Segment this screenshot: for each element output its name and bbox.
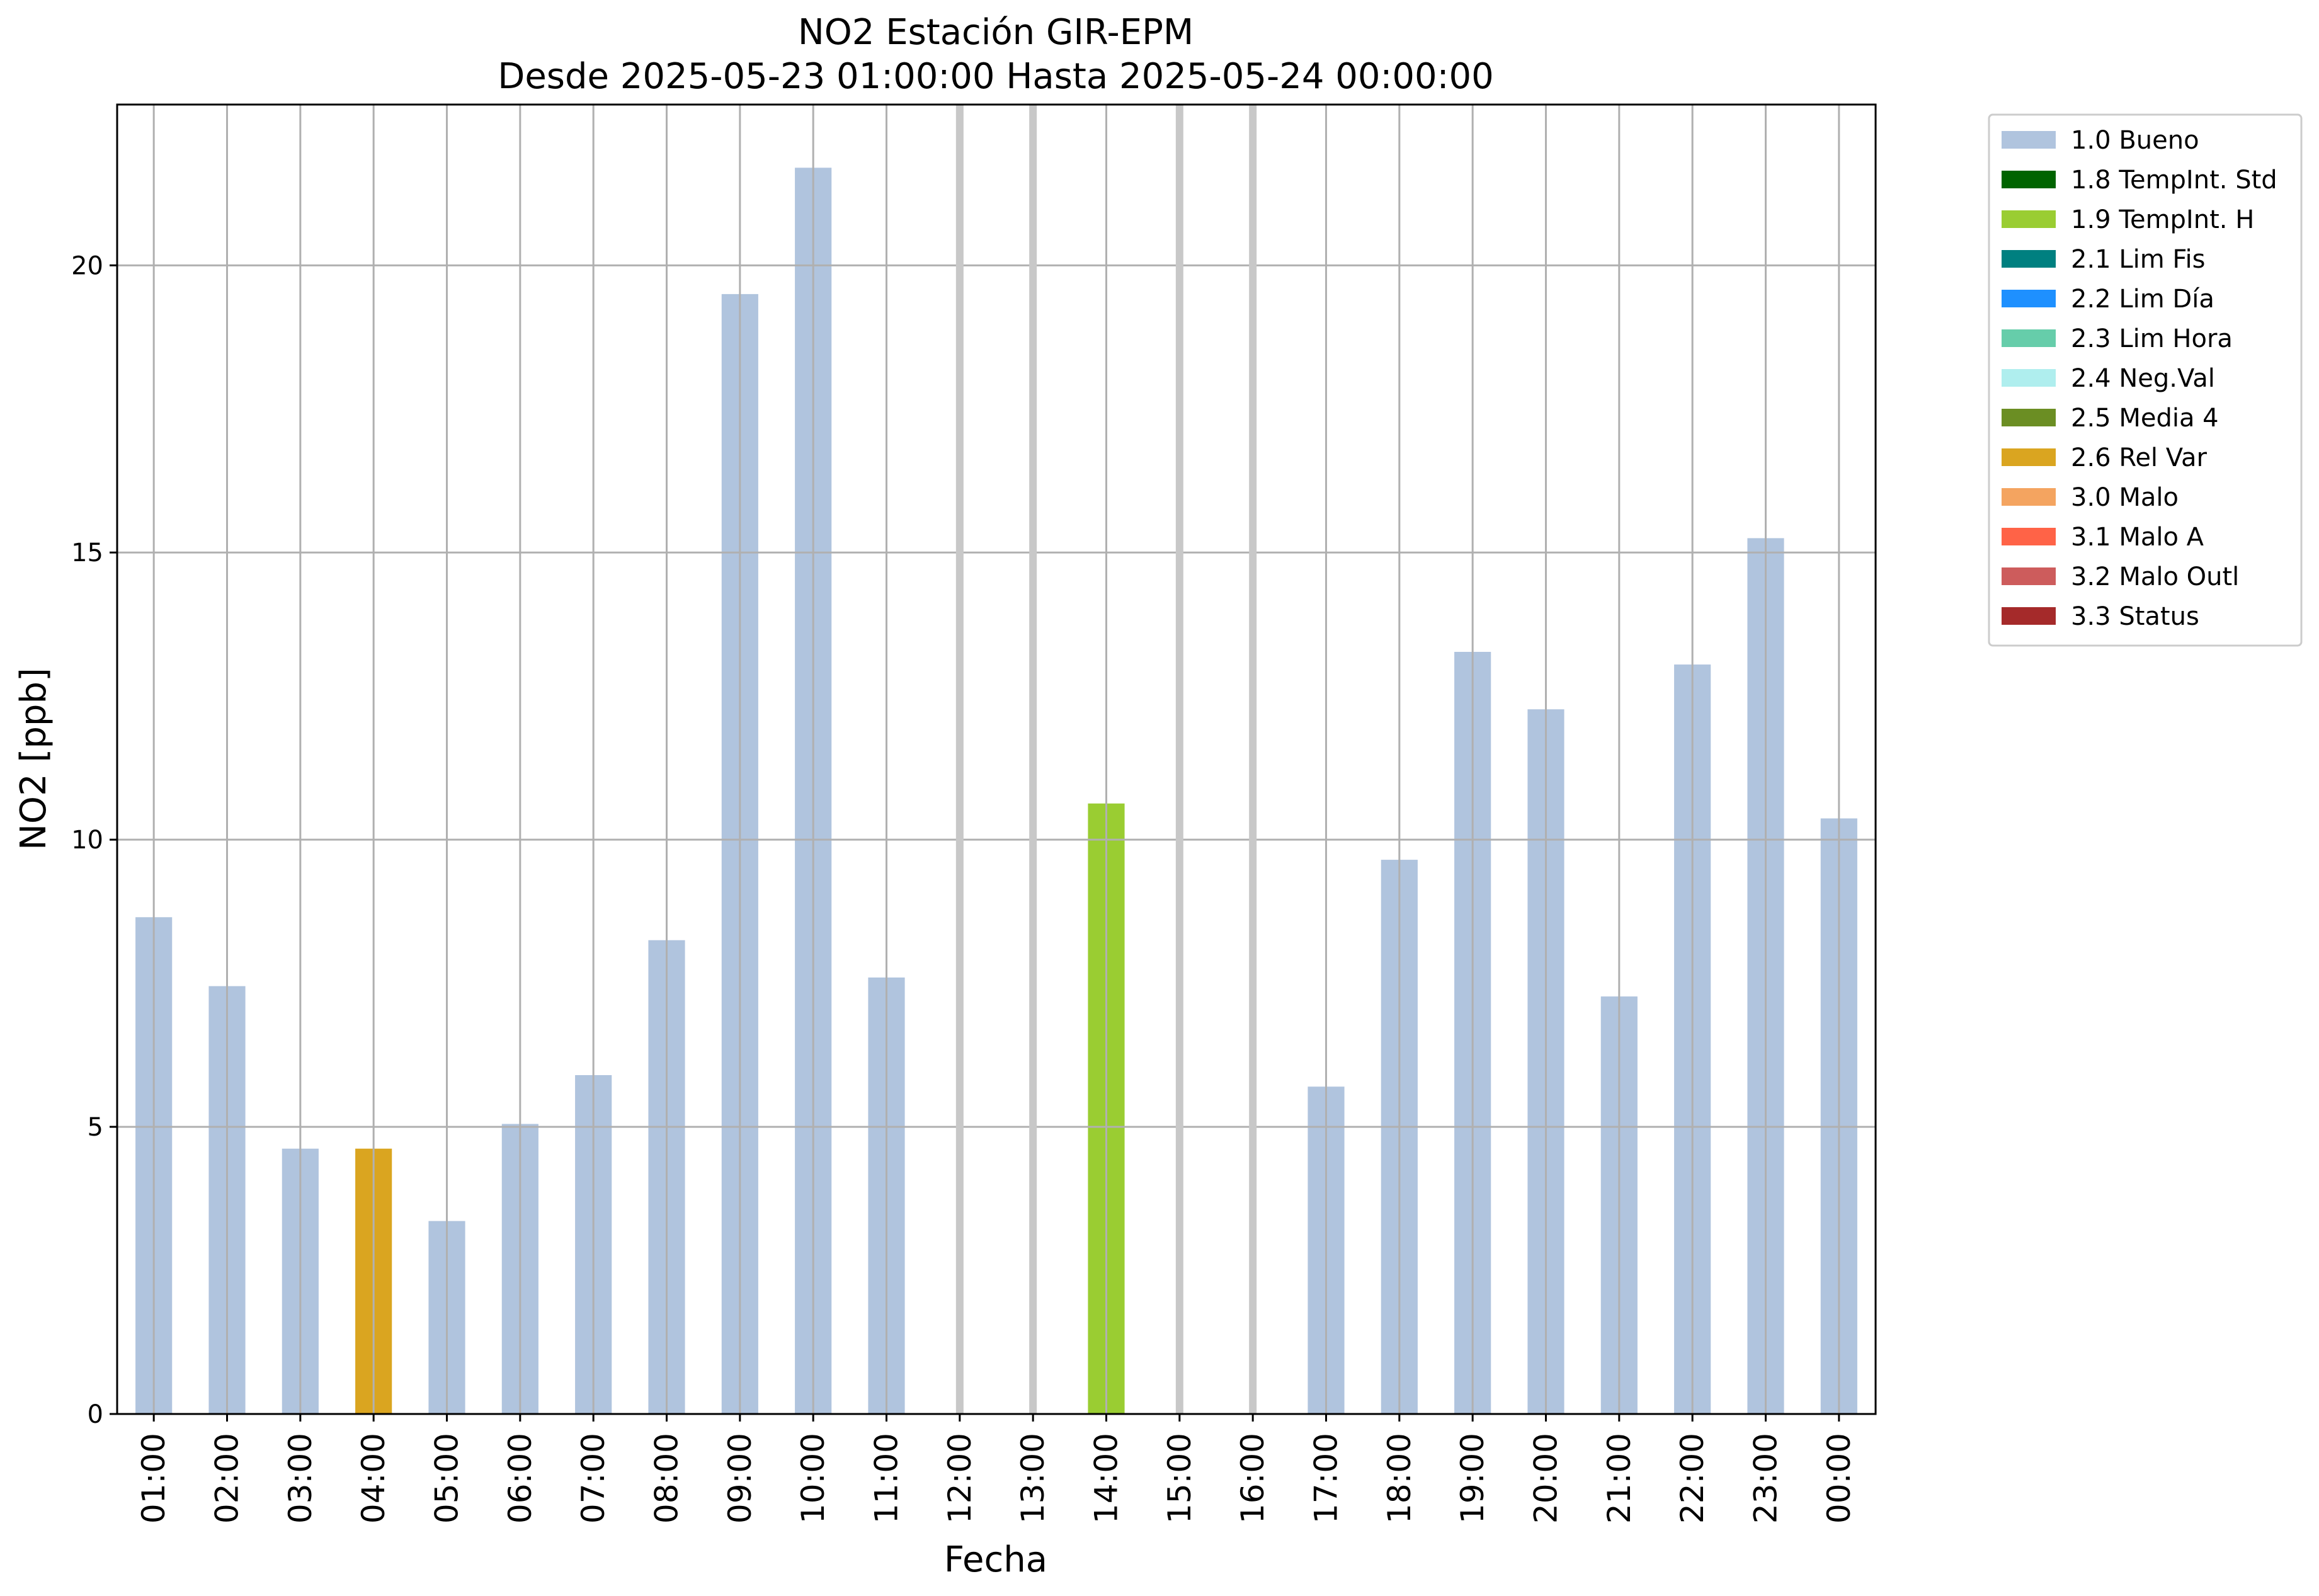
x-tick-label: 11:00 — [869, 1433, 905, 1524]
x-tick-label: 21:00 — [1601, 1433, 1638, 1524]
y-tick-label: 10 — [71, 826, 103, 855]
legend-swatch — [2002, 488, 2056, 506]
legend-label: 3.1 Malo A — [2071, 523, 2204, 552]
legend-swatch — [2002, 329, 2056, 347]
legend-item: 3.1 Malo A — [2002, 523, 2204, 552]
legend-label: 2.1 Lim Fis — [2071, 245, 2205, 274]
x-tick-label: 22:00 — [1674, 1433, 1711, 1524]
x-tick-label: 03:00 — [282, 1433, 319, 1524]
legend-label: 2.5 Media 4 — [2071, 404, 2219, 433]
x-tick-label: 15:00 — [1161, 1433, 1198, 1524]
chart-subtitle: Desde 2025-05-23 01:00:00 Hasta 2025-05-… — [498, 56, 1494, 97]
legend-label: 3.0 Malo — [2071, 483, 2179, 512]
legend-item: 2.2 Lim Día — [2002, 285, 2214, 314]
legend-swatch — [2002, 448, 2056, 466]
x-tick-label: 18:00 — [1381, 1433, 1418, 1524]
chart-title: NO2 Estación GIR-EPM — [798, 12, 1194, 53]
y-tick-label: 15 — [71, 539, 103, 567]
legend-label: 3.3 Status — [2071, 602, 2199, 631]
legend-swatch — [2002, 250, 2056, 268]
x-tick-label: 07:00 — [575, 1433, 612, 1524]
x-tick-label: 23:00 — [1748, 1433, 1784, 1524]
legend-swatch — [2002, 290, 2056, 307]
legend-swatch — [2002, 171, 2056, 188]
x-tick-label: 20:00 — [1528, 1433, 1564, 1524]
legend-label: 2.2 Lim Día — [2071, 285, 2214, 314]
legend-label: 3.2 Malo Outl — [2071, 562, 2239, 591]
legend-label: 2.4 Neg.Val — [2071, 364, 2215, 393]
legend-swatch — [2002, 409, 2056, 426]
legend-item: 3.3 Status — [2002, 602, 2199, 631]
legend-label: 1.8 TempInt. Std — [2071, 166, 2277, 195]
legend-swatch — [2002, 369, 2056, 387]
x-tick-label: 02:00 — [209, 1433, 246, 1524]
x-tick-label: 14:00 — [1088, 1433, 1125, 1524]
x-tick-label: 16:00 — [1234, 1433, 1271, 1524]
legend-swatch — [2002, 567, 2056, 585]
legend-label: 1.0 Bueno — [2071, 126, 2199, 155]
x-tick-label: 06:00 — [502, 1433, 538, 1524]
x-tick-label: 12:00 — [942, 1433, 978, 1524]
legend-label: 2.3 Lim Hora — [2071, 324, 2233, 353]
x-tick-label: 01:00 — [135, 1433, 172, 1524]
y-tick-label: 5 — [88, 1113, 103, 1142]
x-tick-label: 00:00 — [1821, 1433, 1857, 1524]
y-axis-label: NO2 [ppb] — [13, 668, 54, 850]
legend-item: 1.9 TempInt. H — [2002, 205, 2254, 234]
x-tick-label: 17:00 — [1308, 1433, 1345, 1524]
legend-swatch — [2002, 607, 2056, 625]
legend-label: 1.9 TempInt. H — [2071, 205, 2254, 234]
x-tick-label: 09:00 — [722, 1433, 758, 1524]
legend-item: 3.0 Malo — [2002, 483, 2179, 512]
legend: 1.0 Bueno 1.8 TempInt. Std 1.9 TempInt. H 2… — [1988, 113, 2303, 647]
x-axis-label: Fecha — [944, 1539, 1047, 1580]
legend-swatch — [2002, 528, 2056, 545]
legend-swatch — [2002, 210, 2056, 228]
y-tick-label: 0 — [88, 1400, 103, 1429]
legend-item: 2.4 Neg.Val — [2002, 364, 2215, 393]
legend-item: 2.6 Rel Var — [2002, 443, 2208, 472]
y-tick-label: 20 — [71, 251, 103, 280]
plot-frame — [116, 103, 1877, 1415]
legend-frame — [1988, 113, 2303, 647]
legend-item: 1.8 TempInt. Std — [2002, 166, 2277, 195]
x-tick-label: 04:00 — [355, 1433, 392, 1524]
x-tick-label: 10:00 — [795, 1433, 831, 1524]
plot-area: 0 5 10 15 20 01:00 02:00 03:00 04:00 05:00 06:00 07… — [71, 103, 1877, 1524]
legend-item: 3.2 Malo Outl — [2002, 562, 2239, 591]
chart-title-group: NO2 Estación GIR-EPM Desde 2025-05-23 01… — [498, 12, 1494, 97]
legend-item: 2.1 Lim Fis — [2002, 245, 2205, 274]
legend-item: 2.3 Lim Hora — [2002, 324, 2233, 353]
legend-item: 1.0 Bueno — [2002, 126, 2199, 155]
x-tick-label: 19:00 — [1454, 1433, 1491, 1524]
legend-item: 2.5 Media 4 — [2002, 404, 2219, 433]
x-tick-label: 13:00 — [1015, 1433, 1051, 1524]
x-tick-label: 08:00 — [649, 1433, 685, 1524]
legend-swatch — [2002, 131, 2056, 149]
legend-label: 2.6 Rel Var — [2071, 443, 2208, 472]
x-tick-label: 05:00 — [429, 1433, 465, 1524]
